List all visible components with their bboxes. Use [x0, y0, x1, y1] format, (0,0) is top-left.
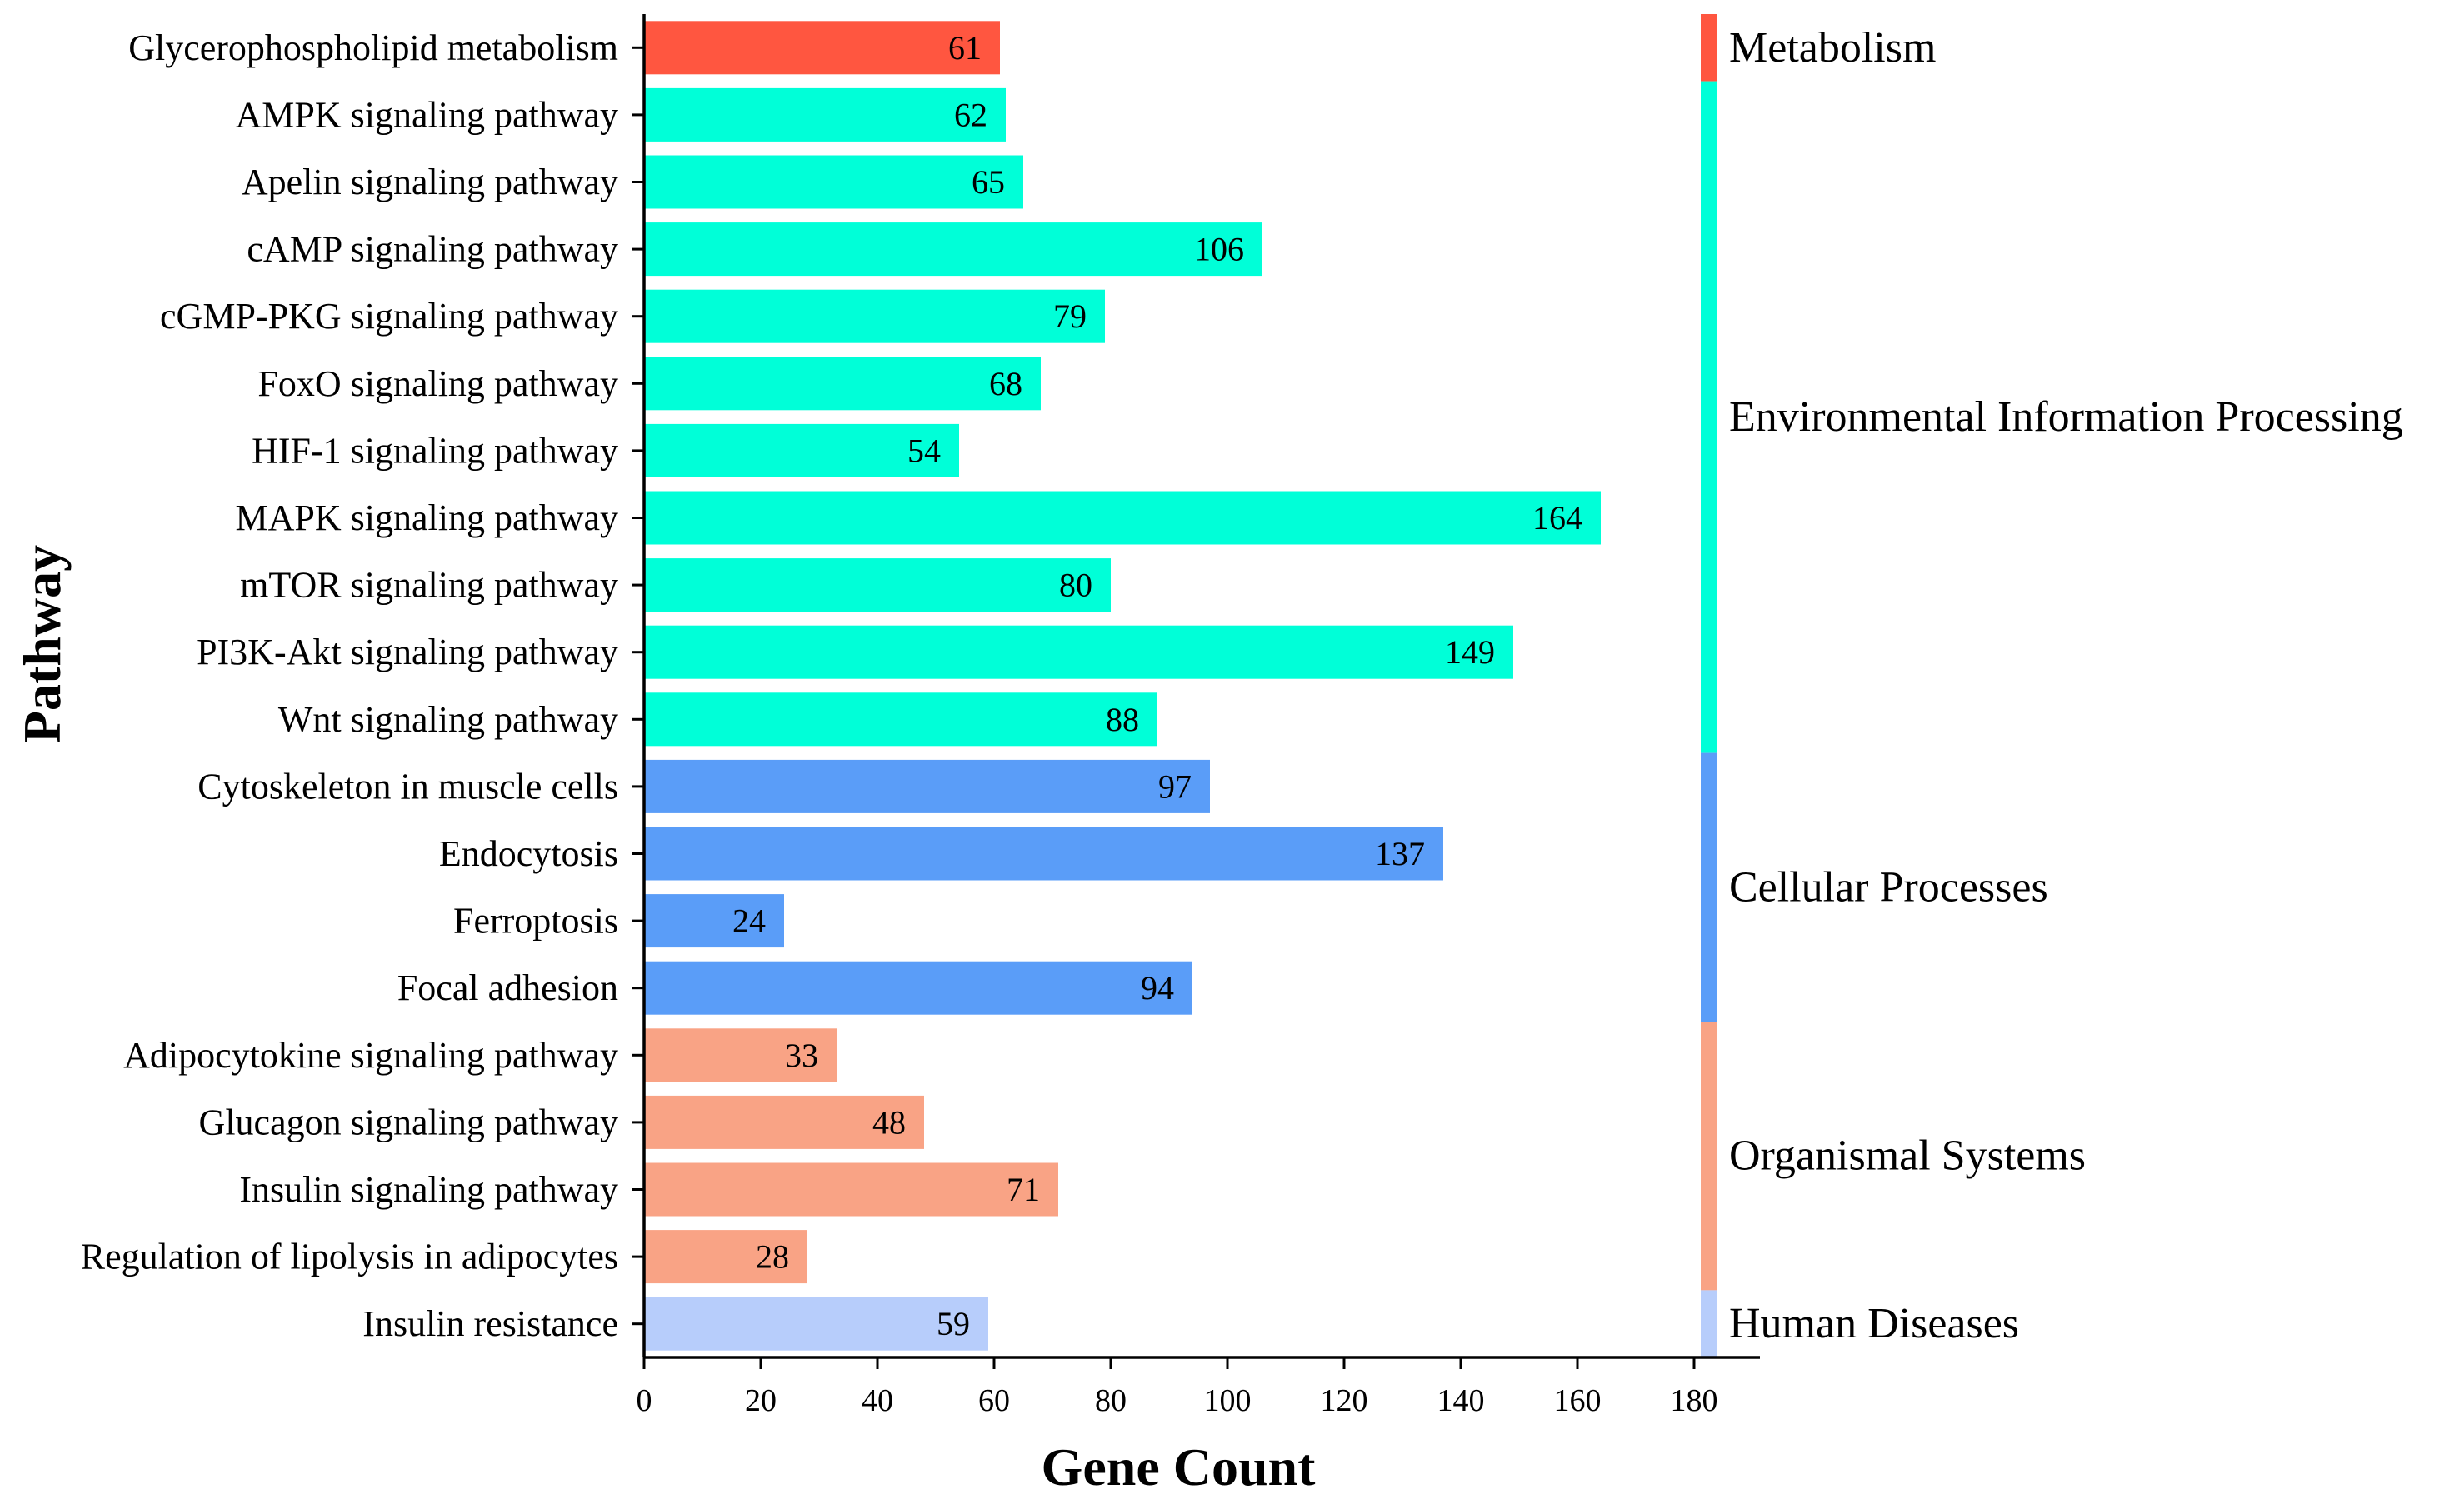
bar-value-label: 33	[785, 1037, 818, 1074]
pathway-label: Ferroptosis	[453, 901, 618, 942]
bar-value-label: 79	[1053, 297, 1087, 335]
pathway-label: cGMP-PKG signaling pathway	[160, 296, 618, 337]
bar	[644, 357, 1041, 411]
bar	[644, 1162, 1058, 1217]
bar	[644, 558, 1111, 612]
x-tick-label: 60	[978, 1383, 1010, 1418]
pathway-label: AMPK signaling pathway	[235, 94, 618, 135]
category-strip: Metabolism Environmental Information Proc…	[1701, 14, 2403, 1357]
axes-layer: 0 20 40 60 80 100 120 140 160 180	[632, 14, 1760, 1418]
pathway-label: FoxO signaling pathway	[257, 363, 618, 404]
x-tick-label: 20	[745, 1383, 777, 1418]
pathway-label: Insulin resistance	[362, 1303, 618, 1344]
pathway-label: Insulin signaling pathway	[239, 1169, 618, 1210]
bar-value-label: 149	[1445, 633, 1495, 671]
bar-value-label: 48	[872, 1103, 906, 1141]
category-strip-segment	[1701, 81, 1717, 753]
pathway-label: Glucagon signaling pathway	[199, 1102, 618, 1142]
pathway-label: mTOR signaling pathway	[240, 565, 618, 606]
category-strip-segment	[1701, 14, 1717, 82]
x-tick-label: 80	[1095, 1383, 1127, 1418]
bar-value-label: 80	[1059, 567, 1092, 604]
pathway-label: Cytoskeleton in muscle cells	[197, 766, 618, 807]
pathway-label: Focal adhesion	[397, 967, 618, 1008]
bar	[644, 423, 959, 477]
bar	[644, 1230, 807, 1284]
bar	[644, 87, 1006, 142]
category-strip-segment	[1701, 1022, 1717, 1291]
pathway-label: Apelin signaling pathway	[242, 162, 618, 202]
bar	[644, 21, 1000, 75]
bar	[644, 289, 1105, 343]
x-tick-label: 180	[1671, 1383, 1718, 1418]
x-axis-title: Gene Count	[1042, 1437, 1317, 1497]
x-tick-label: 40	[862, 1383, 893, 1418]
bar-value-label: 62	[954, 96, 987, 133]
bar-value-label: 61	[948, 29, 982, 67]
bar	[644, 692, 1157, 747]
bar	[644, 1028, 837, 1082]
bar-value-label: 68	[989, 365, 1022, 402]
bars-layer	[644, 21, 1601, 1351]
pathway-label: Wnt signaling pathway	[278, 699, 618, 740]
pathway-label: HIF-1 signaling pathway	[252, 430, 618, 471]
pathway-label: Glycerophospholipid metabolism	[128, 27, 618, 68]
bar-value-label: 71	[1007, 1171, 1040, 1208]
pathway-label: Adipocytokine signaling pathway	[123, 1035, 618, 1076]
bar-value-label: 97	[1158, 767, 1192, 805]
bar-value-label: 88	[1106, 701, 1139, 738]
x-tick-label: 0	[637, 1383, 652, 1418]
category-label: Metabolism	[1729, 24, 1936, 72]
category-label: Organismal Systems	[1729, 1132, 2086, 1180]
bar-value-label: 164	[1532, 499, 1582, 537]
y-axis-title: Pathway	[12, 545, 72, 743]
bar	[644, 155, 1023, 209]
bar	[644, 625, 1513, 679]
bar	[644, 827, 1443, 881]
pathway-labels-layer: Glycerophospholipid metabolism AMPK signa…	[81, 27, 618, 1344]
bar-value-label: 65	[972, 163, 1005, 201]
pathway-label: cAMP signaling pathway	[247, 229, 618, 270]
category-label: Environmental Information Processing	[1729, 393, 2403, 441]
bar	[644, 961, 1192, 1015]
category-strip-segment	[1701, 1290, 1717, 1357]
pathway-label: Endocytosis	[439, 833, 618, 874]
bar-value-label: 24	[732, 902, 766, 940]
bar-value-label: 28	[756, 1238, 789, 1276]
bar	[644, 894, 784, 948]
x-tick-label: 140	[1437, 1383, 1485, 1418]
bar-value-label: 106	[1194, 231, 1244, 268]
x-tick-label: 160	[1554, 1383, 1602, 1418]
bar-value-labels-layer: 61 62 65 106 79 68 54 164 80 149 88 97 137 24 94 33 48 71…	[732, 29, 1582, 1342]
pathway-label: Regulation of lipolysis in adipocytes	[81, 1237, 618, 1277]
bar	[644, 1297, 988, 1351]
bar-value-label: 59	[937, 1305, 970, 1342]
bar	[644, 759, 1210, 813]
category-label: Human Diseases	[1729, 1300, 2019, 1347]
bar	[644, 1095, 924, 1149]
x-tick-label: 120	[1321, 1383, 1368, 1418]
bar-value-label: 54	[907, 432, 941, 469]
bar-value-label: 137	[1375, 835, 1425, 872]
category-label: Cellular Processes	[1729, 863, 2048, 911]
bar-value-label: 94	[1141, 969, 1174, 1007]
category-strip-segment	[1701, 752, 1717, 1022]
bar	[644, 222, 1262, 277]
pathway-label: MAPK signaling pathway	[235, 497, 618, 538]
bar	[644, 491, 1601, 545]
pathway-label: PI3K-Akt signaling pathway	[197, 632, 618, 672]
x-tick-label: 100	[1204, 1383, 1252, 1418]
